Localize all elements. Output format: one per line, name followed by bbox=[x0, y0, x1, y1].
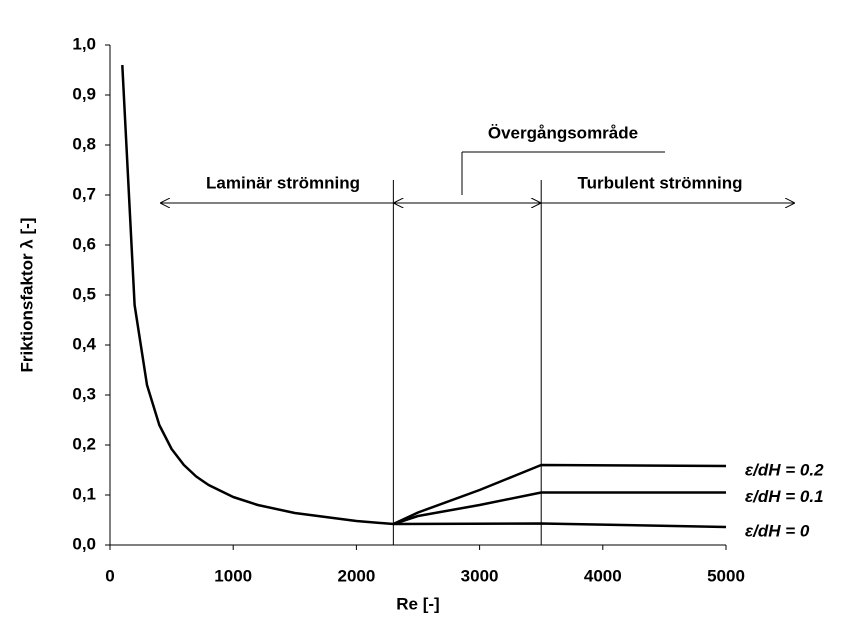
x-tick-label: 5000 bbox=[707, 566, 745, 585]
legend-label: ε/dH = 0 bbox=[745, 521, 810, 540]
y-tick-label: 0,6 bbox=[72, 234, 96, 253]
y-tick-label: 1,0 bbox=[72, 34, 96, 53]
y-tick-label: 0,2 bbox=[72, 434, 96, 453]
line bbox=[393, 522, 727, 529]
line bbox=[392, 463, 727, 526]
y-tick-label: 0,3 bbox=[72, 384, 96, 403]
legend-label: ε/dH = 0.2 bbox=[745, 460, 824, 479]
x-tick-label: 2000 bbox=[337, 566, 375, 585]
y-tick-label: 0,9 bbox=[72, 84, 96, 103]
y-tick-label: 0,8 bbox=[72, 134, 96, 153]
legend-label: ε/dH = 0.1 bbox=[745, 487, 824, 506]
annotation: Turbulent strömning bbox=[578, 173, 743, 192]
y-tick-label: 0,0 bbox=[72, 534, 96, 553]
y-tick-label: 0,5 bbox=[72, 284, 96, 303]
line bbox=[393, 491, 726, 526]
y-axis-label: Friktionsfaktor λ [-] bbox=[17, 218, 36, 373]
line bbox=[121, 64, 394, 526]
x-tick-label: 3000 bbox=[461, 566, 499, 585]
y-tick-label: 0,1 bbox=[72, 484, 96, 503]
annotation: Laminär strömning bbox=[206, 173, 360, 192]
x-axis-label: Re [-] bbox=[396, 594, 439, 613]
y-tick-label: 0,4 bbox=[72, 334, 96, 353]
x-tick-label: 1000 bbox=[214, 566, 252, 585]
annotation: Övergångsområde bbox=[488, 123, 638, 142]
x-tick-label: 0 bbox=[105, 566, 114, 585]
y-tick-label: 0,7 bbox=[72, 184, 96, 203]
x-tick-label: 4000 bbox=[584, 566, 622, 585]
